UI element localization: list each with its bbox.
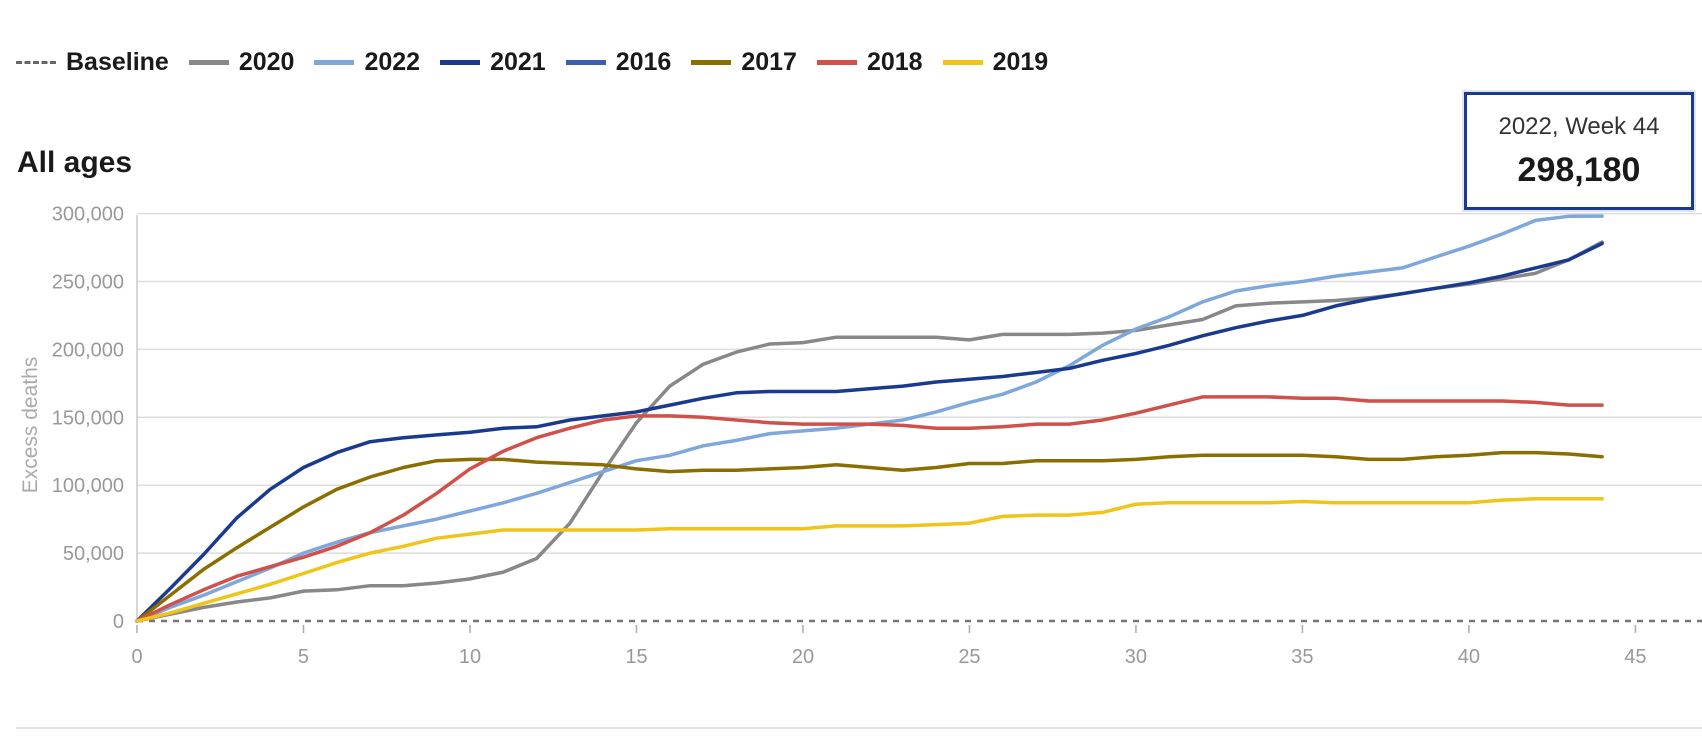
- x-tick-label: 30: [1125, 646, 1147, 668]
- x-tick-label: 0: [131, 646, 142, 668]
- legend-swatch: [691, 59, 732, 65]
- legend-swatch: [314, 59, 355, 65]
- legend-item-2022[interactable]: 2022: [314, 48, 420, 77]
- legend-label: 2017: [741, 47, 797, 76]
- y-tick-label: 100,000: [52, 475, 124, 497]
- legend-item-2020[interactable]: 2020: [188, 47, 295, 77]
- y-axis-title: Excess deaths: [19, 357, 42, 494]
- series-line-2020: [135, 240, 1604, 623]
- x-tick-label: 15: [625, 646, 647, 668]
- legend-swatch: [188, 59, 229, 65]
- y-tick-label: 0: [113, 611, 124, 633]
- legend-label: 2019: [992, 47, 1049, 76]
- legend-swatch: [440, 59, 481, 65]
- legend-label: 2022: [364, 47, 421, 76]
- y-tick-label: 50,000: [63, 543, 124, 565]
- legend-item-2016[interactable]: 2016: [565, 47, 672, 77]
- tooltip-value: 298,180: [1517, 151, 1641, 189]
- y-tick-label: 150,000: [52, 407, 124, 429]
- footer-divider: [16, 727, 1702, 729]
- legend-label: 2020: [238, 47, 295, 76]
- legend-swatch: [565, 59, 606, 65]
- y-tick-label: 300,000: [52, 204, 124, 226]
- series-line-2022: [135, 214, 1604, 623]
- legend-label: Baseline: [66, 47, 169, 76]
- series-line-2019: [135, 497, 1604, 623]
- series-line-2018: [135, 395, 1604, 623]
- y-tick-label: 200,000: [52, 339, 124, 361]
- legend-label: 2018: [866, 47, 923, 76]
- series-line-2021: [135, 241, 1604, 623]
- x-tick-label: 40: [1458, 646, 1480, 668]
- legend-label: 2016: [615, 47, 672, 76]
- x-tick-label: 5: [298, 646, 309, 668]
- legend-item-2021[interactable]: 2021: [440, 48, 546, 77]
- y-tick-label: 250,000: [52, 271, 124, 293]
- legend-swatch: [942, 59, 983, 65]
- chart-legend: Baseline 2020 2022 2021 2016 2017 2018 2019: [16, 42, 1068, 82]
- panel-title: All ages: [17, 146, 133, 179]
- legend-item-2019[interactable]: 2019: [942, 47, 1049, 77]
- x-tick-label: 45: [1624, 646, 1646, 668]
- tooltip-label: 2022, Week 44: [1498, 113, 1660, 140]
- series-line-2017: [135, 450, 1604, 623]
- x-tick-label: 10: [459, 646, 481, 668]
- x-tick-label: 25: [958, 646, 980, 668]
- legend-item-2017[interactable]: 2017: [691, 48, 797, 77]
- data-tooltip: 2022, Week 44 298,180: [1464, 92, 1694, 210]
- legend-swatch: [16, 60, 56, 64]
- legend-label: 2021: [490, 47, 546, 76]
- legend-swatch: [816, 59, 857, 65]
- legend-item-2018[interactable]: 2018: [816, 47, 923, 77]
- x-tick-label: 35: [1291, 646, 1313, 668]
- x-tick-label: 20: [792, 646, 814, 668]
- legend-item-baseline[interactable]: Baseline: [16, 48, 169, 77]
